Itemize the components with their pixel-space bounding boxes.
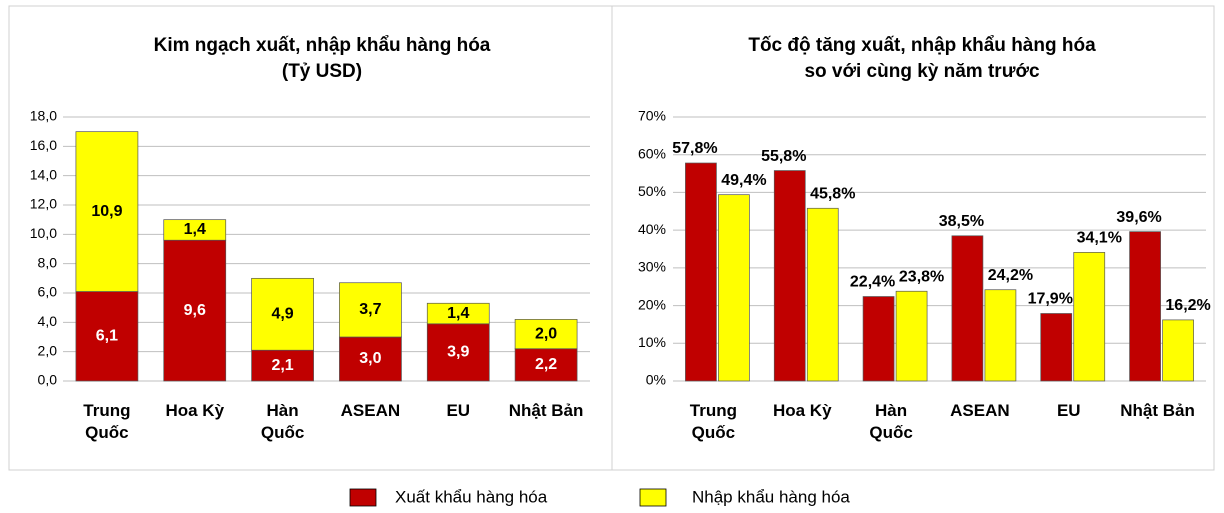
value-label: 10,9 xyxy=(91,203,122,220)
bar xyxy=(426,302,490,325)
value-label: 3,7 xyxy=(359,301,381,318)
y-tick-label: 20% xyxy=(638,296,666,312)
y-tick-label: 10,0 xyxy=(30,225,57,241)
y-tick-label: 50% xyxy=(638,183,666,199)
value-label: 22,4% xyxy=(850,274,895,291)
x-tick-label: Hàn Quốc xyxy=(260,401,305,442)
x-tick-label: Nhật Bản xyxy=(508,401,584,420)
bar xyxy=(718,194,750,382)
bar xyxy=(862,296,895,382)
chart-title: Tốc độ tăng xuất, nhập khẩu hàng hóa xyxy=(748,35,1096,56)
y-tick-label: 4,0 xyxy=(38,313,58,329)
chart-subtitle: so với cùng kỳ năm trước xyxy=(804,61,1039,82)
y-tick-label: 2,0 xyxy=(38,342,58,358)
chart-subtitle: (Tỷ USD) xyxy=(282,61,362,82)
value-label: 9,6 xyxy=(184,302,206,319)
x-tick-label: Hoa Kỳ xyxy=(772,401,832,420)
value-label: 39,6% xyxy=(1116,209,1161,226)
bar xyxy=(1040,313,1073,382)
y-tick-label: 18,0 xyxy=(30,108,57,124)
legend-swatch xyxy=(639,488,667,507)
x-tick-label: Trung Quốc xyxy=(689,401,738,442)
value-label: 17,9% xyxy=(1028,291,1073,308)
bar xyxy=(773,170,806,382)
x-tick-label: ASEAN xyxy=(340,401,401,420)
bar xyxy=(685,162,717,382)
bar xyxy=(514,348,578,382)
legend-swatch xyxy=(349,488,377,507)
y-tick-label: 40% xyxy=(638,221,666,237)
bar xyxy=(1073,252,1106,382)
value-label: 1,4 xyxy=(447,305,469,322)
bar xyxy=(806,207,839,382)
value-label: 3,0 xyxy=(359,350,381,367)
x-tick-label: Nhật Bản xyxy=(1120,401,1195,420)
y-tick-label: 6,0 xyxy=(38,284,58,300)
bar xyxy=(426,323,490,382)
legend-label: Nhập khẩu hàng hóa xyxy=(692,487,850,506)
bar xyxy=(984,289,1017,382)
bar xyxy=(75,131,139,292)
bar xyxy=(75,291,139,382)
value-label: 1,4 xyxy=(184,221,206,238)
bar xyxy=(163,239,227,382)
y-tick-label: 0% xyxy=(646,372,666,388)
value-label: 34,1% xyxy=(1077,230,1122,247)
value-label: 2,0 xyxy=(535,325,557,342)
y-tick-label: 10% xyxy=(638,334,666,350)
x-tick-label: EU xyxy=(446,401,471,420)
y-tick-label: 70% xyxy=(638,108,666,124)
value-label: 55,8% xyxy=(761,148,806,165)
y-tick-label: 8,0 xyxy=(38,254,58,270)
bar xyxy=(951,235,984,382)
value-label: 16,2% xyxy=(1165,297,1210,314)
bar xyxy=(251,349,314,382)
value-label: 2,2 xyxy=(535,356,557,373)
y-tick-label: 60% xyxy=(638,145,666,161)
y-tick-label: 14,0 xyxy=(30,166,57,182)
y-tick-label: 0,0 xyxy=(38,372,58,388)
value-label: 23,8% xyxy=(899,268,944,285)
legend-label: Xuất khẩu hàng hóa xyxy=(395,487,548,506)
value-label: 6,1 xyxy=(96,327,118,344)
bar xyxy=(895,290,928,382)
value-label: 57,8% xyxy=(672,140,717,157)
bar xyxy=(1162,319,1194,382)
bar xyxy=(163,219,227,241)
y-tick-label: 30% xyxy=(638,259,666,275)
x-tick-label: EU xyxy=(1056,401,1081,420)
chart-title: Kim ngạch xuất, nhập khẩu hàng hóa xyxy=(154,35,491,56)
x-tick-label: Trung Quốc xyxy=(83,401,131,442)
x-tick-label: Hoa Kỳ xyxy=(165,401,225,420)
value-label: 24,2% xyxy=(988,267,1033,284)
value-label: 38,5% xyxy=(939,213,984,230)
x-tick-label: ASEAN xyxy=(950,401,1010,420)
value-label: 49,4% xyxy=(721,172,766,189)
bar xyxy=(251,277,314,351)
bar xyxy=(339,282,402,338)
value-label: 2,1 xyxy=(271,357,293,374)
value-label: 45,8% xyxy=(810,185,855,202)
value-label: 3,9 xyxy=(447,344,469,361)
bar xyxy=(514,319,578,350)
bar xyxy=(1129,231,1161,382)
y-tick-label: 12,0 xyxy=(30,196,57,212)
y-tick-label: 16,0 xyxy=(30,137,57,153)
x-tick-label: Hàn Quốc xyxy=(869,401,913,442)
value-label: 4,9 xyxy=(271,305,293,322)
